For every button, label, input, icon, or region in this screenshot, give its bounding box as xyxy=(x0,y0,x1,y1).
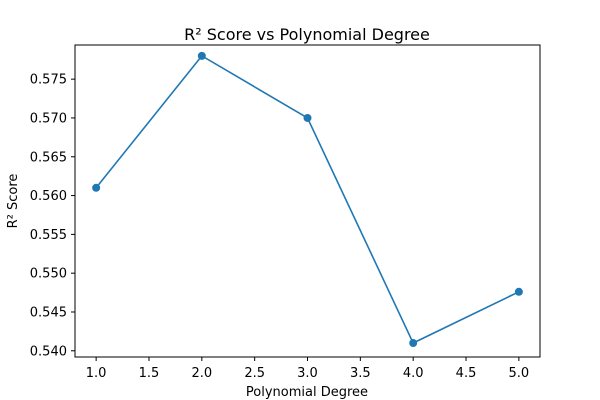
data-point xyxy=(303,113,312,122)
series-line xyxy=(95,54,520,345)
x-tick-label: 3.0 xyxy=(297,366,318,381)
y-tick-label: 0.555 xyxy=(30,228,67,243)
x-tick-label: 2.0 xyxy=(191,366,212,381)
y-tick-label: 0.560 xyxy=(30,189,67,204)
y-tick-label: 0.570 xyxy=(30,111,67,126)
y-tick-label: 0.550 xyxy=(30,267,67,282)
y-tick-label: 0.565 xyxy=(30,150,67,165)
x-tick-label: 2.5 xyxy=(244,366,265,381)
x-tick-label: 1.5 xyxy=(139,366,160,381)
y-axis: 0.540 0.545 0.550 0.555 0.560 0.565 0.570 0.575 xyxy=(30,73,75,359)
data-point xyxy=(197,51,206,60)
data-point xyxy=(514,287,523,296)
chart-title: R² Score vs Polynomial Degree xyxy=(184,25,430,44)
data-point xyxy=(409,339,418,348)
y-tick-label: 0.540 xyxy=(30,344,67,359)
x-tick-label: 4.0 xyxy=(403,366,424,381)
x-axis-label: Polynomial Degree xyxy=(246,385,368,400)
x-tick-label: 3.5 xyxy=(350,366,371,381)
plot-area: 1.0 1.5 2.0 2.5 3.0 3.5 4.0 4.5 5.0 0.5400.5450.… xyxy=(30,44,541,381)
data-point xyxy=(92,183,101,192)
y-axis-label: R² Score xyxy=(6,174,21,229)
y-tick-label: 0.575 xyxy=(30,73,67,88)
x-axis: 1.0 1.5 2.0 2.5 3.0 3.5 4.0 4.5 5.0 xyxy=(86,357,529,381)
y-tick-label: 0.545 xyxy=(30,305,67,320)
plot-frame xyxy=(74,44,541,358)
series-layer xyxy=(92,51,523,348)
x-tick-label: 5.0 xyxy=(509,366,530,381)
x-tick-label: 1.0 xyxy=(86,366,107,381)
x-tick-label: 4.5 xyxy=(456,366,477,381)
